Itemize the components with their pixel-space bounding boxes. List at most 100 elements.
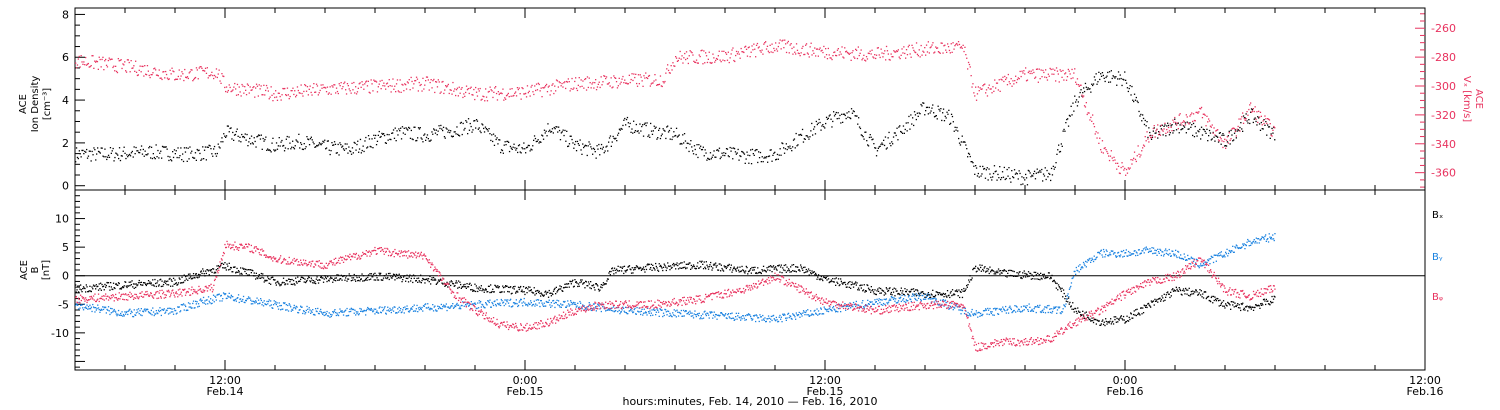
b-series-0-point	[1019, 271, 1021, 273]
ion-density-point	[721, 152, 723, 154]
vx-point	[435, 81, 437, 83]
vx-point	[364, 83, 366, 85]
ion-density-point	[949, 123, 951, 125]
vx-point	[861, 59, 863, 61]
vx-point	[1156, 128, 1158, 130]
ion-density-point	[1125, 82, 1128, 84]
ion-density-point	[718, 147, 721, 149]
ion-density-point	[809, 136, 811, 138]
ion-density-point	[576, 140, 579, 143]
b-series-1-point	[222, 292, 225, 294]
b-series-0-point	[978, 269, 980, 271]
b-series-1-point	[208, 300, 210, 302]
b-series-0-point	[1195, 289, 1197, 291]
ion-density-point	[643, 123, 646, 125]
b-series-1-point	[160, 314, 162, 317]
b-series-1-point	[322, 313, 324, 315]
vx-point	[656, 84, 658, 86]
b-series-0-point	[1067, 297, 1070, 299]
vx-point	[495, 92, 498, 95]
vx-point	[1085, 102, 1087, 104]
ion-density-point	[1000, 177, 1003, 179]
b-series-0-point	[1108, 322, 1110, 324]
vx-point	[136, 74, 139, 77]
ion-density-point	[1023, 177, 1025, 179]
ion-density-point	[662, 128, 664, 130]
b-series-0-point	[717, 269, 720, 271]
b-series-0-point	[277, 282, 280, 284]
vx-point	[963, 50, 965, 53]
vx-point	[508, 96, 510, 98]
b-series-1-point	[215, 299, 217, 301]
vx-point	[95, 60, 98, 62]
vx-point	[723, 50, 725, 52]
ion-density-point	[305, 146, 307, 148]
ion-density-point	[441, 128, 443, 130]
b-series-0-point	[680, 267, 682, 269]
ion-density-point	[765, 157, 767, 159]
b-series-0-point	[667, 265, 670, 267]
vx-point	[1081, 94, 1083, 96]
ion-density-point	[856, 115, 858, 117]
vx-point	[660, 85, 662, 87]
ion-density-point	[1101, 72, 1104, 74]
vx-point	[514, 92, 516, 94]
ion-density-point	[163, 146, 165, 148]
b-series-0-point	[400, 275, 402, 277]
b-series-0-point	[1025, 273, 1027, 275]
b-series-1-point	[122, 313, 125, 316]
ion-density-point	[247, 145, 249, 147]
vx-point	[1098, 142, 1100, 144]
ion-density-point	[580, 149, 582, 151]
b-series-0-point	[907, 293, 909, 295]
vx-point	[558, 81, 560, 83]
b-series-1-point	[181, 304, 183, 306]
vx-point	[208, 75, 210, 77]
vx-point	[1035, 68, 1038, 70]
ion-density-point	[326, 140, 329, 142]
b-series-1-point	[405, 308, 407, 310]
b-series-0-point	[902, 293, 905, 295]
vx-point	[475, 91, 478, 93]
vx-point	[227, 89, 229, 92]
vx-point	[505, 95, 508, 97]
vx-point	[1015, 81, 1018, 84]
vx-point	[1004, 75, 1006, 78]
b-series-0-point	[1072, 302, 1074, 304]
vx-point	[750, 51, 752, 53]
ion-density-point	[290, 148, 292, 150]
vx-point	[1186, 116, 1188, 118]
b-series-1-point	[141, 314, 143, 317]
b-series-1-point	[239, 298, 241, 300]
vx-point	[275, 96, 278, 98]
ion-density-point	[301, 148, 304, 150]
ion-density-point	[1186, 121, 1188, 123]
b-series-0-point	[317, 279, 319, 281]
b-series-0-point	[257, 276, 260, 278]
vx-point	[435, 81, 438, 83]
vx-point	[894, 51, 896, 53]
vx-point	[1181, 124, 1183, 126]
vx-point	[1173, 121, 1175, 123]
ion-density-point	[89, 150, 91, 152]
b-series-1-point	[361, 310, 363, 312]
ion-density-point	[1162, 134, 1164, 136]
b-series-0-point	[1122, 319, 1124, 321]
b-series-0-point	[266, 279, 268, 282]
b-series-0-point	[153, 285, 155, 287]
b-series-0-point	[158, 284, 160, 286]
ion-density-point	[92, 154, 94, 156]
ion-density-point	[546, 135, 548, 137]
vx-point	[1263, 122, 1265, 125]
vx-point	[1206, 115, 1208, 117]
ion-density-point	[569, 135, 571, 137]
b-series-0-point	[560, 286, 562, 288]
b-series-1-point	[162, 309, 165, 311]
b-series-0-point	[980, 266, 982, 269]
ion-density-point	[864, 131, 866, 133]
b-series-0-point	[1101, 320, 1103, 322]
b-series-0-point	[790, 266, 792, 268]
ion-density-point	[771, 160, 773, 162]
b-series-0-point	[787, 268, 790, 270]
b-series-0-point	[91, 286, 93, 288]
